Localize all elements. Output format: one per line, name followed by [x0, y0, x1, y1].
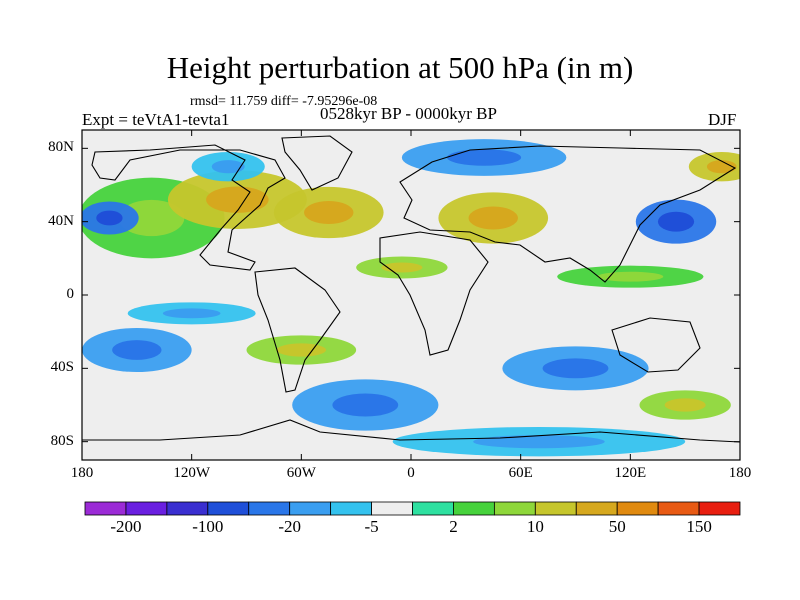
greenland-outline — [281, 135, 353, 191]
colorbar-swatch-5 — [289, 501, 332, 516]
colorbar-swatch-0 — [84, 501, 127, 516]
colorbar-swatch-8 — [412, 501, 454, 516]
field-core-7 — [657, 211, 695, 232]
field-core-15 — [276, 343, 327, 357]
colorbar-label-3: -5 — [364, 517, 379, 536]
colorbar-swatch-11 — [534, 501, 577, 516]
lon-tick-label-5: 120E — [614, 465, 647, 481]
colorbar-swatch-1 — [125, 501, 168, 516]
lon-tick-label-2: 60W — [286, 465, 316, 481]
south-america-outline — [254, 267, 341, 393]
eurasia-outline — [399, 145, 737, 283]
lon-tick-label-0: 180 — [70, 465, 94, 481]
lon-tick-label-3: 0 — [407, 465, 415, 481]
experiment-label: Expt = teVtA1-tevta1 — [82, 110, 230, 129]
field-core-2 — [304, 200, 354, 225]
colorbar-label-0: -200 — [110, 517, 142, 536]
field-core-3 — [96, 210, 123, 226]
colorbar-swatch-7 — [371, 501, 413, 516]
field-core-17 — [473, 435, 605, 449]
colorbar-swatch-4 — [248, 501, 291, 516]
lon-tick-label-4: 60E — [508, 465, 533, 481]
colorbar-swatch-14 — [657, 501, 700, 516]
colorbar-label-4: 2 — [449, 517, 458, 536]
colorbar-label-7: 150 — [686, 517, 712, 536]
map-title: Height perturbation at 500 hPa (in m) — [166, 50, 634, 85]
field-core-0 — [118, 199, 185, 237]
australia-outline — [611, 317, 701, 373]
period-label: 0528kyr BP - 0000kyr BP — [320, 104, 497, 123]
field-core-4 — [211, 160, 245, 174]
north-america-outline — [91, 144, 286, 271]
axis-ticks — [81, 130, 741, 460]
lat-tick-label-4: 80S — [50, 432, 74, 449]
stats-text: rmsd= 11.759 diff= -7.95296e-08 — [190, 94, 378, 109]
field-core-14 — [664, 398, 706, 412]
colorbar-label-5: 10 — [526, 517, 544, 536]
colorbar-swatch-15 — [698, 501, 741, 516]
colorbar-swatch-13 — [616, 501, 659, 516]
field-core-11 — [112, 340, 162, 360]
lon-tick-label-1: 120W — [173, 465, 210, 481]
field-core-13 — [542, 358, 609, 379]
field-layer — [82, 139, 740, 457]
colorbar — [84, 501, 741, 516]
field-core-16 — [597, 271, 664, 282]
field-core-10 — [162, 308, 221, 319]
field-core-1 — [206, 186, 269, 213]
colorbar-swatch-3 — [207, 501, 250, 516]
lon-tick-label-6: 180 — [728, 465, 752, 481]
field-core-6 — [447, 149, 522, 166]
colorbar-swatch-12 — [575, 501, 618, 516]
colorbar-label-6: 50 — [608, 517, 626, 536]
colorbar-label-2: -20 — [278, 517, 302, 536]
colorbar-label-1: -100 — [192, 517, 224, 536]
season-label: DJF — [708, 110, 737, 129]
field-core-5 — [468, 206, 518, 230]
africa-outline — [379, 231, 489, 356]
field-core-8 — [706, 160, 737, 174]
colorbar-swatch-10 — [493, 501, 536, 516]
field-core-12 — [332, 393, 399, 417]
colorbar-swatch-9 — [453, 501, 495, 516]
lat-tick-label-1: 40N — [48, 212, 74, 229]
colorbar-swatch-2 — [166, 501, 209, 516]
lat-tick-label-2: 0 — [66, 286, 75, 302]
lat-tick-label-0: 80N — [48, 139, 74, 156]
continent-outlines — [82, 135, 740, 443]
lat-tick-label-3: 40S — [50, 359, 74, 376]
colorbar-swatch-6 — [330, 501, 372, 516]
antarctica-outline — [82, 419, 740, 443]
